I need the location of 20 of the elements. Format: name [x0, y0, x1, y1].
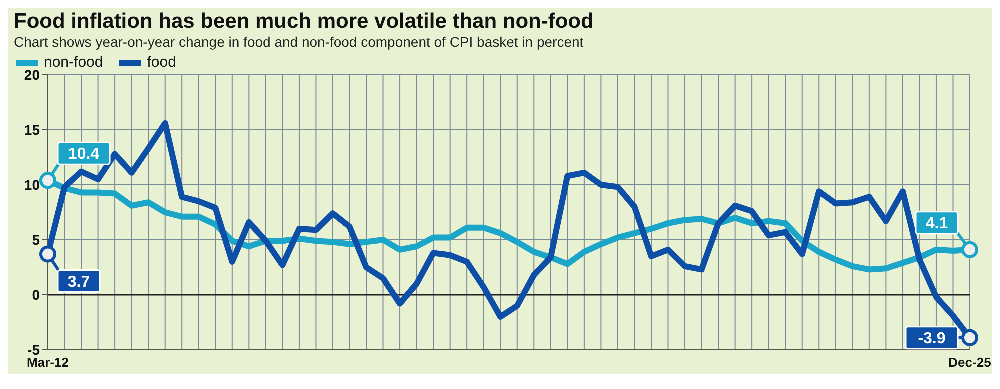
data-label: 3.7 [68, 274, 90, 291]
point [40, 172, 56, 190]
data-label: 4.1 [926, 215, 948, 232]
y-tick-label: 5 [32, 232, 40, 248]
y-tick-label: 15 [24, 122, 40, 138]
legend-label: non-food [44, 54, 104, 71]
data-label: 10.4 [68, 146, 100, 164]
y-tick-label: 10 [24, 176, 40, 193]
point [962, 329, 978, 346]
x-tick-label: Mar-12 [27, 355, 69, 370]
legend-label: food [146, 54, 176, 71]
x-tick-label: Dec-25 [948, 355, 992, 370]
y-tick-label: -5 [28, 342, 40, 358]
y-tick-label: 0 [32, 286, 40, 303]
point [40, 246, 56, 263]
chart-title: Food inflation has been much more volatile than non-food [13, 9, 595, 34]
data-label: -3.9 [918, 330, 946, 348]
y-tick-label: 20 [24, 66, 40, 83]
chart-subtitle: Chart shows year-on-year change in food and non-food component of CPI basket in percent [13, 34, 585, 50]
point [962, 241, 978, 258]
